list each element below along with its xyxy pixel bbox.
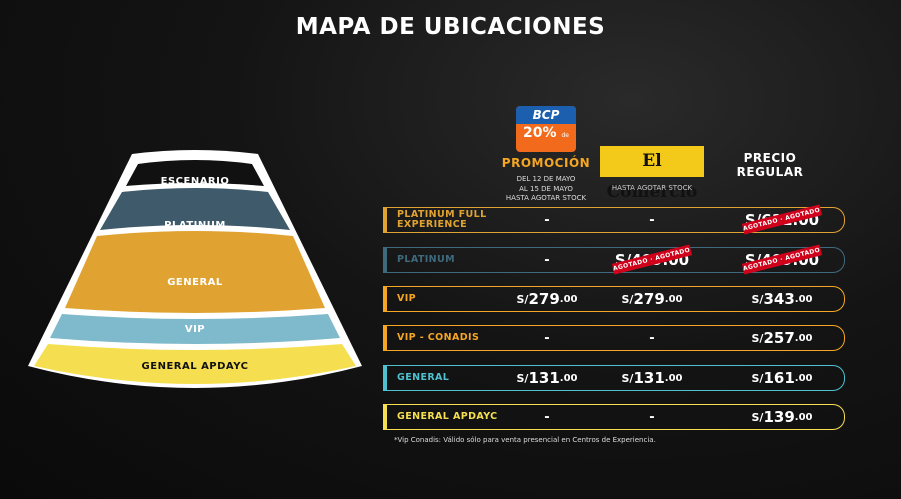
- map-label-platinum: PLATINUM: [164, 220, 226, 231]
- map-section-general: [65, 231, 325, 313]
- price-row: VIP S/279.00 S/279.00 S/343.00: [383, 286, 845, 312]
- bcp-discount-value: 20%: [523, 125, 557, 141]
- price-decimal: .00: [559, 293, 578, 305]
- regular-price: S/257.00: [732, 326, 832, 350]
- map-label-general-apdayc: GENERAL APDAYC: [142, 361, 249, 372]
- price-integer: 139: [763, 408, 795, 426]
- map-section-vip: [50, 314, 340, 344]
- price-integer: 131: [633, 369, 665, 387]
- promo-dates-line1: DEL 12 DE MAYO: [516, 175, 576, 183]
- bcp-logo: BCP 20% de dscto: [516, 106, 576, 152]
- bcp-price: -: [544, 212, 550, 228]
- comercio-price: S/279.00: [602, 287, 702, 311]
- currency-symbol: S/: [621, 292, 634, 306]
- zone-name: GENERAL: [397, 372, 450, 383]
- price-row: VIP - CONADIS - - S/257.00: [383, 325, 845, 351]
- map-section-general-apdayc: [34, 344, 356, 384]
- map-label-general: GENERAL: [167, 277, 223, 288]
- bcp-discount-suffix: de dscto: [561, 132, 569, 139]
- price-integer: 279: [633, 290, 665, 308]
- seating-map: ESCENARIO PLATINUM GENERAL VIP GENERAL A…: [28, 150, 362, 388]
- price-decimal: .00: [794, 332, 813, 344]
- zone-name: VIP - CONADIS: [397, 332, 480, 343]
- map-section-escenario: [126, 160, 264, 186]
- price-integer: 131: [528, 369, 560, 387]
- bcp-discount: 20% de dscto: [516, 124, 576, 152]
- currency-symbol: S/: [516, 371, 529, 385]
- regular-price-header-line1: PRECIO: [743, 151, 797, 165]
- regular-price-header: PRECIO REGULAR: [730, 151, 810, 179]
- currency-symbol: S/: [751, 371, 764, 385]
- zone-name: PLATINUM: [397, 254, 455, 265]
- price-row: GENERAL S/131.00 S/131.00 S/161.00: [383, 365, 845, 391]
- price-decimal: .00: [664, 372, 683, 384]
- zone-name: PLATINUM FULL EXPERIENCE: [397, 209, 487, 230]
- price-decimal: .00: [664, 293, 683, 305]
- price-row: GENERAL APDAYC - - S/139.00: [383, 404, 845, 430]
- comercio-price: S/131.00: [602, 366, 702, 390]
- comercio-price: -: [649, 409, 655, 425]
- price-row: PLATINUM FULL EXPERIENCE--S/611.00AGOTAD…: [383, 204, 845, 235]
- price-integer: 343: [763, 290, 795, 308]
- promo-dates-line3: HASTA AGOTAR STOCK: [505, 194, 587, 202]
- map-section-platinum: [100, 188, 290, 230]
- bcp-price: -: [544, 252, 550, 268]
- currency-symbol: S/: [516, 292, 529, 306]
- footnote: *Vip Conadis: Válido sólo para venta pre…: [394, 436, 656, 444]
- page-title: MAPA DE UBICACIONES: [295, 14, 606, 40]
- price-integer: 257: [763, 329, 795, 347]
- currency-symbol: S/: [751, 292, 764, 306]
- promo-dates: DEL 12 DE MAYO AL 15 DE MAYO HASTA AGOTA…: [500, 175, 592, 204]
- currency-symbol: S/: [751, 410, 764, 424]
- price-decimal: .00: [794, 411, 813, 423]
- comercio-price: -: [649, 212, 655, 228]
- bcp-price: -: [544, 409, 550, 425]
- price-row: PLATINUM-S/409.00AGOTADO · AGOTADO · AGO…: [383, 244, 845, 275]
- promo-dates-line2: AL 15 DE MAYO: [519, 184, 573, 193]
- price-decimal: .00: [794, 293, 813, 305]
- el-comercio-note: HASTA AGOTAR STOCK: [611, 184, 693, 192]
- map-label-vip: VIP: [185, 324, 205, 335]
- zone-name: GENERAL APDAYC: [397, 411, 498, 422]
- price-integer: 279: [528, 290, 560, 308]
- map-label-escenario: ESCENARIO: [161, 176, 230, 187]
- bcp-price: S/279.00: [497, 287, 597, 311]
- regular-price-header-line2: REGULAR: [736, 165, 804, 179]
- promo-title: PROMOCIÓN: [501, 156, 591, 170]
- regular-price: S/139.00: [732, 405, 832, 429]
- currency-symbol: S/: [751, 331, 764, 345]
- price-integer: 161: [763, 369, 795, 387]
- price-decimal: .00: [794, 372, 813, 384]
- zone-name: VIP: [397, 293, 417, 304]
- currency-symbol: S/: [621, 371, 634, 385]
- comercio-price: -: [649, 330, 655, 346]
- regular-price: S/343.00: [732, 287, 832, 311]
- el-comercio-logo: El Comercio: [600, 146, 704, 202]
- bcp-price: S/131.00: [497, 366, 597, 390]
- bcp-price: -: [544, 330, 550, 346]
- price-decimal: .00: [559, 372, 578, 384]
- bcp-logo-text: BCP: [516, 106, 576, 124]
- regular-price: S/161.00: [732, 366, 832, 390]
